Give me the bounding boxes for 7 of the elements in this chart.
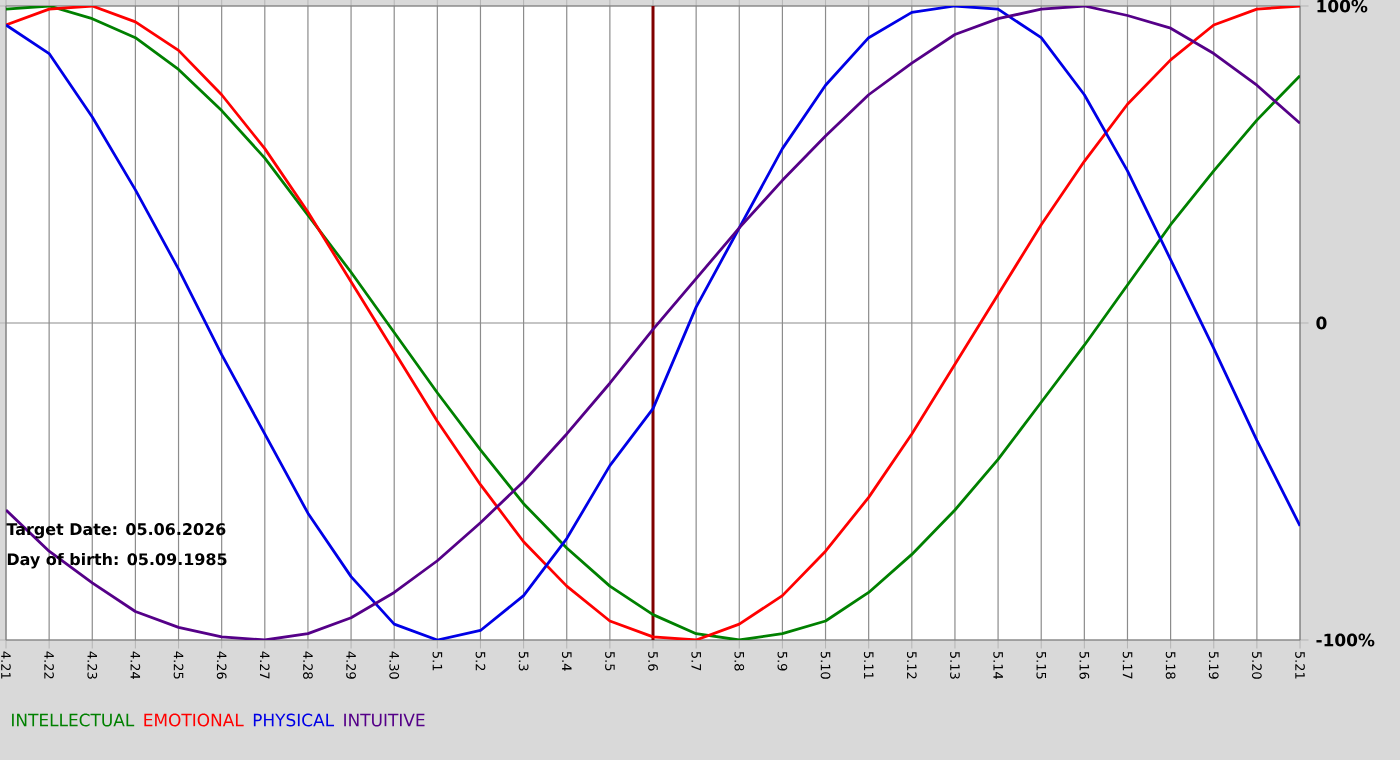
y-tick-label: 0	[1316, 316, 1327, 330]
text: PHYSICAL	[253, 713, 335, 727]
text: INTELLECTUAL	[12, 713, 135, 727]
text: EMOTIONAL	[144, 713, 244, 727]
y-tick-label: 100%	[1317, 0, 1368, 13]
text: INTUITIVE	[344, 713, 425, 727]
y-tick-label: -100%	[1316, 633, 1375, 647]
